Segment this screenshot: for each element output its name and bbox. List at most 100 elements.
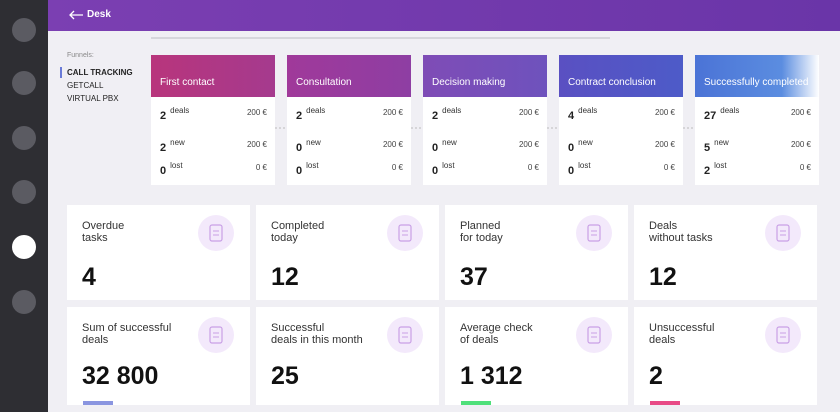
stat-card: Unsuccessful deals 2 [634, 307, 817, 405]
stage-card: Decision making 2 deals 200 €0 new 200 €0 lost… [423, 55, 547, 185]
row-label: deals [442, 106, 462, 115]
row-label: new [714, 138, 729, 147]
card-value: 4 [82, 263, 96, 291]
stage-row: 0 new 200 € [296, 138, 403, 154]
stage-row: 2 deals 200 € [296, 106, 403, 122]
stage-header: Contract conclusion [559, 55, 683, 97]
card-icon [387, 215, 423, 251]
stage-row: 4 deals 200 € [568, 106, 675, 122]
top-bar: Desk [48, 0, 840, 31]
row-count: 27 [704, 110, 717, 122]
stage-row: 5 new 200 € [704, 138, 811, 154]
card-value: 1 312 [460, 362, 523, 390]
row-count: 2 [160, 142, 167, 154]
row-count: 2 [704, 165, 711, 177]
stage-row: 2 deals 200 € [160, 106, 267, 122]
card-title: Deals without tasks [649, 220, 713, 244]
stat-card: Deals without tasks 12 [634, 205, 817, 300]
row-label: new [306, 138, 321, 147]
row-amount: 200 € [518, 140, 539, 149]
row-amount: 0 € [799, 163, 811, 172]
card-title: Completed today [271, 220, 325, 244]
sidebar [0, 0, 48, 412]
row-count: 0 [432, 142, 439, 154]
accent-bar [83, 401, 113, 405]
row-amount: 0 € [255, 163, 267, 172]
row-label: lost [714, 161, 727, 170]
stat-card: Sum of successful deals 32 800 [67, 307, 250, 405]
row-count: 0 [432, 165, 439, 177]
row-amount: 200 € [654, 108, 675, 117]
stage-row: 0 lost 0 € [568, 161, 675, 177]
card-value: 32 800 [82, 362, 159, 390]
stage-card: First contact 2 deals 200 €2 new 200 €0 lost 0 … [151, 55, 275, 185]
stage-row: 0 new 200 € [568, 138, 675, 154]
card-value: 37 [460, 263, 488, 291]
nav-icon[interactable] [12, 290, 36, 314]
funnel-item[interactable]: CALL TRACKING [67, 68, 133, 77]
row-amount: 200 € [382, 108, 403, 117]
card-title: Overdue tasks [82, 220, 125, 244]
stage-header: Decision making [423, 55, 547, 97]
card-icon [198, 317, 234, 353]
row-amount: 0 € [391, 163, 403, 172]
row-label: lost [578, 161, 591, 170]
row-amount: 0 € [527, 163, 539, 172]
stage-row: 2 lost 0 € [704, 161, 811, 177]
funnel-item[interactable]: GETCALL [67, 81, 104, 90]
nav-icon[interactable] [12, 18, 36, 42]
stage-header: Consultation [287, 55, 411, 97]
row-amount: 200 € [790, 108, 811, 117]
row-amount: 200 € [246, 108, 267, 117]
stat-card: Completed today 12 [256, 205, 439, 300]
accent-bar [461, 401, 491, 405]
row-label: deals [720, 106, 740, 115]
row-amount: 200 € [246, 140, 267, 149]
row-count: 0 [160, 165, 167, 177]
funnels-label: Funnels: [67, 52, 94, 59]
page-title: Desk [87, 9, 111, 20]
stage-row: 0 lost 0 € [160, 161, 267, 177]
row-label: new [170, 138, 185, 147]
stage-card: Successfully completed 27 deals 200 €5 new 20… [695, 55, 819, 185]
stat-card: Average check of deals 1 312 [445, 307, 628, 405]
card-title: Sum of successful deals [82, 322, 172, 346]
row-count: 5 [704, 142, 711, 154]
row-count: 4 [568, 110, 575, 122]
row-amount: 0 € [663, 163, 675, 172]
row-label: new [578, 138, 593, 147]
active-indicator [60, 67, 62, 78]
stage-header: Successfully completed [695, 55, 819, 97]
card-title: Average check of deals [460, 322, 533, 346]
card-icon [198, 215, 234, 251]
row-count: 0 [568, 142, 575, 154]
card-icon [576, 215, 612, 251]
row-label: deals [306, 106, 326, 115]
nav-icon[interactable] [12, 126, 36, 150]
card-icon [765, 215, 801, 251]
row-label: new [442, 138, 457, 147]
nav-icon[interactable] [12, 180, 36, 204]
row-count: 2 [160, 110, 167, 122]
stat-card: Overdue tasks 4 [67, 205, 250, 300]
stat-card: Successful deals in this month 25 [256, 307, 439, 405]
stage-card: Contract conclusion 4 deals 200 €0 new 200 €0… [559, 55, 683, 185]
card-title: Successful deals in this month [271, 322, 363, 346]
card-value: 25 [271, 362, 299, 390]
nav-icon[interactable] [12, 71, 36, 95]
row-amount: 200 € [654, 140, 675, 149]
row-label: lost [442, 161, 455, 170]
nav-icon[interactable] [12, 235, 36, 259]
card-title: Planned for today [460, 220, 503, 244]
row-count: 2 [296, 110, 303, 122]
stage-row: 2 new 200 € [160, 138, 267, 154]
funnel-item[interactable]: VIRTUAL PBX [67, 94, 119, 103]
back-arrow[interactable] [68, 10, 84, 20]
row-amount: 200 € [382, 140, 403, 149]
accent-bar [650, 401, 680, 405]
stage-row: 0 lost 0 € [432, 161, 539, 177]
card-icon [387, 317, 423, 353]
scrollbar [151, 37, 610, 39]
stage-header: First contact [151, 55, 275, 97]
